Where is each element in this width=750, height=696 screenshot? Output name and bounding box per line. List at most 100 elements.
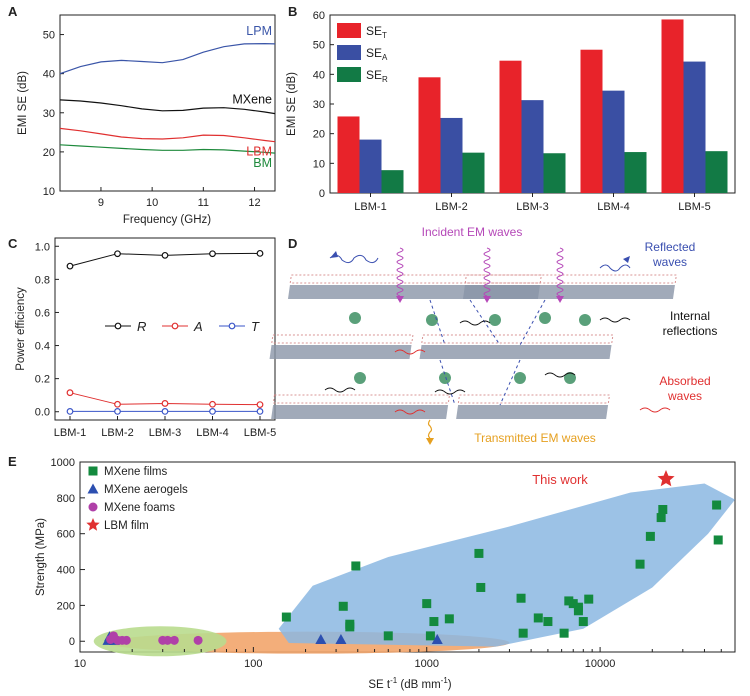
molecule-cluster [349, 312, 361, 324]
y-tick-label: 600 [57, 529, 75, 541]
nanosheet-layer [462, 285, 675, 299]
legend-label-se-a: SEA [366, 46, 388, 62]
x-tick-label: LBM-3 [149, 427, 181, 439]
legend-swatch-se-a [337, 45, 361, 60]
reflected-waves-label-2: waves [652, 255, 687, 269]
point-mxene-films [713, 535, 723, 545]
series-label-bm: BM [253, 156, 272, 170]
polymer-chain-layer [272, 394, 451, 404]
legend-swatch-se-r [337, 67, 361, 82]
panel-e-legend: MXene films MXene aerogels MXene foams LBM … [86, 466, 188, 532]
panel-e-xlabel-close: ) [448, 679, 452, 691]
point-mxene-films [656, 513, 666, 523]
legend-label-mxene-films: MXene films [104, 466, 168, 478]
point-t [161, 407, 169, 415]
legend-marker-lbm-film [86, 518, 100, 531]
point-mxene-foams [193, 635, 203, 645]
point-mxene-films [559, 628, 569, 638]
point-mxene-films [351, 561, 361, 571]
point-mxene-foams [163, 635, 173, 645]
internal-reflection-path [429, 299, 446, 346]
x-tick-label: 10 [146, 197, 158, 209]
incident-wave [556, 247, 564, 297]
point-r [209, 250, 216, 258]
y-tick-label: 50 [43, 30, 55, 42]
y-tick-label: 0 [69, 636, 75, 648]
point-mxene-films [429, 617, 439, 627]
y-tick-label: 1.0 [35, 241, 50, 253]
point-r [66, 262, 74, 270]
internal-reflection-path [439, 359, 456, 406]
legend-marker-a [171, 322, 179, 330]
polymer-chain-layer [421, 334, 614, 344]
point-a [114, 400, 121, 408]
bar-se-a [602, 90, 625, 193]
reflected-waves-label-1: Reflected [645, 240, 696, 254]
incident-wave-arrow [396, 296, 404, 303]
point-t [256, 407, 264, 415]
point-t [66, 407, 74, 415]
y-tick-label: 1000 [51, 457, 75, 469]
incident-wave [396, 247, 404, 297]
y-tick-label: 200 [57, 600, 75, 612]
molecule-cluster [514, 372, 526, 384]
point-mxene-films [578, 617, 588, 627]
panel-a-ylabel: EMI SE (dB) [17, 71, 29, 135]
point-t [209, 407, 216, 415]
reflected-wave [329, 254, 379, 264]
y-tick-label: 20 [43, 147, 55, 159]
x-tick-label: 12 [248, 197, 260, 209]
point-r [161, 251, 169, 259]
internal-wave [459, 320, 491, 326]
series-line-bm [59, 144, 276, 154]
legend-label-a: A [193, 319, 203, 334]
point-mxene-films [635, 559, 645, 569]
polymer-chain-layer [289, 274, 542, 284]
molecule-cluster [439, 372, 451, 384]
internal-reflections-label-1: Internal [670, 309, 710, 323]
series-label-lpm: LPM [246, 24, 272, 38]
incident-wave-arrow [483, 296, 491, 303]
point-mxene-films [281, 612, 291, 622]
x-tick-label: LBM-1 [54, 427, 86, 439]
molecule-cluster [564, 372, 576, 384]
y-tick-label: 40 [313, 69, 325, 81]
panel-b-letter: B [288, 4, 297, 19]
legend-label-mxene-aerogels: MXene aerogels [104, 484, 188, 496]
absorbed-waves-label-2: waves [667, 389, 702, 403]
panel-e-letter: E [8, 454, 17, 469]
bar-se-a [359, 139, 382, 193]
point-mxene-films [345, 622, 355, 632]
series-line-lpm [59, 42, 276, 75]
panel-e-xlabel: SE t-1 (dB mm-1) [368, 676, 451, 691]
panel-e-xlabel-sup: -1 [390, 676, 398, 685]
transmitted-wave [427, 419, 433, 439]
bar-se-a [521, 100, 544, 193]
panel-b-ticks: 0 10 20 30 40 50 60 LBM-1 LBM-2 LBM-3 LBM-4 LBM-5 [313, 10, 711, 213]
nanosheet-layer [456, 405, 609, 419]
y-tick-label: 20 [313, 129, 325, 141]
point-mxene-foams [169, 635, 179, 645]
legend-label-r: R [137, 319, 146, 334]
panel-e-xlabel-main: SE t [368, 679, 391, 691]
absorbed-wave [639, 407, 671, 413]
point-mxene-films [518, 628, 528, 638]
legend-swatch-se-t [337, 23, 361, 38]
panel-e-ylabel: Strength (MPa) [35, 518, 47, 596]
y-tick-label: 40 [43, 69, 55, 81]
bar-se-a [440, 117, 463, 193]
panel-e: E 10 100 1000 10000 0 200 400 600 800 1000 MXene … [8, 454, 736, 691]
x-tick-label: LBM-5 [244, 427, 276, 439]
point-a [161, 400, 169, 407]
y-tick-label: 0.8 [35, 274, 50, 286]
panel-a-frame [59, 14, 276, 192]
panel-c-lines [66, 249, 264, 415]
molecule-cluster [579, 314, 591, 326]
point-r [256, 249, 264, 257]
point-mxene-aerogels [315, 633, 327, 644]
x-tick-label: 9 [98, 197, 104, 209]
series-label-lbm: LBM [246, 145, 272, 159]
legend-label-t: T [251, 319, 260, 334]
incident-wave-arrow [556, 296, 564, 303]
x-tick-label: 100 [244, 658, 262, 670]
